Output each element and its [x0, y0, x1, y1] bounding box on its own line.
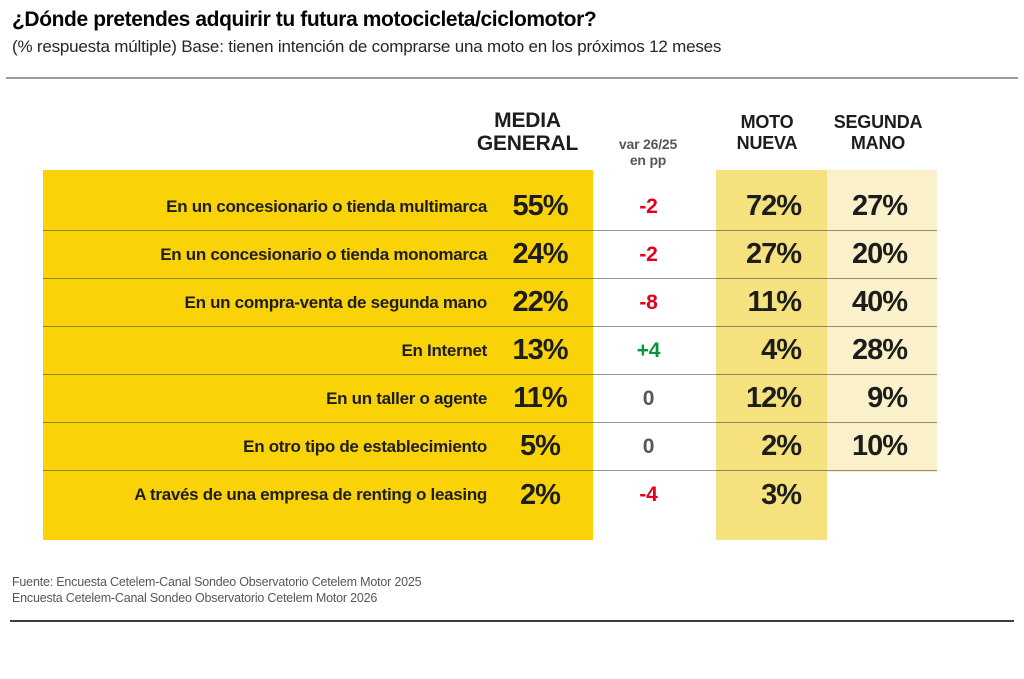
- column-header-line: MOTO: [740, 112, 794, 132]
- source-line: Fuente: Encuesta Cetelem-Canal Sondeo Ob…: [12, 575, 422, 589]
- table-row: En Internet 13% +4 4% 28%: [43, 327, 937, 375]
- row-label: En Internet: [401, 340, 488, 360]
- moto-nueva-value: 12%: [745, 382, 802, 414]
- column-header-line: var 26/25: [618, 136, 678, 152]
- table-row: En otro tipo de establecimiento 5% 0 2% …: [43, 423, 937, 471]
- moto-nueva-value: 3%: [761, 478, 802, 511]
- segunda-mano-value: 28%: [851, 334, 908, 366]
- var-value: +4: [636, 338, 661, 362]
- row-label: En un concesionario o tienda monomarca: [160, 244, 487, 264]
- var-value: 0: [642, 434, 655, 458]
- bottom-divider: [10, 620, 1014, 622]
- page-subtitle: (% respuesta múltiple) Base: tienen inte…: [12, 37, 722, 56]
- segunda-mano-column-background: [827, 170, 937, 472]
- column-header-line: SEGUNDA: [833, 112, 923, 132]
- table-row: En un compra-venta de segunda mano 22% -…: [43, 279, 937, 327]
- media-general-value: 13%: [512, 334, 568, 366]
- column-header-media-general: MEDIA GENERAL: [445, 109, 610, 155]
- var-value: -2: [639, 242, 658, 266]
- var-value: -4: [639, 483, 658, 506]
- column-header-line: en pp: [629, 152, 667, 168]
- segunda-mano-value: 10%: [851, 430, 908, 462]
- data-table: En un concesionario o tienda multimarca …: [43, 183, 937, 519]
- column-header-line: MEDIA: [494, 109, 561, 132]
- row-label: En un taller o agente: [326, 388, 487, 408]
- row-label: En un concesionario o tienda multimarca: [166, 196, 487, 216]
- var-value: -2: [639, 194, 658, 218]
- var-value: 0: [642, 386, 655, 410]
- media-general-column-background: [43, 170, 593, 540]
- media-general-value: 24%: [512, 238, 568, 270]
- column-header-line: MANO: [850, 133, 906, 153]
- moto-nueva-value: 11%: [747, 286, 802, 318]
- media-general-value: 11%: [513, 382, 567, 414]
- page-title: ¿Dónde pretendes adquirir tu futura moto…: [12, 8, 597, 31]
- row-label: En otro tipo de establecimiento: [243, 436, 487, 456]
- column-header-segunda-mano: SEGUNDA MANO: [817, 112, 939, 154]
- moto-nueva-value: 4%: [761, 334, 802, 366]
- segunda-mano-value: 40%: [851, 286, 908, 318]
- row-label: En un compra-venta de segunda mano: [184, 292, 488, 312]
- column-header-line: NUEVA: [736, 133, 798, 153]
- var-value: -8: [639, 290, 658, 314]
- row-label: A través de una empresa de renting o lea…: [134, 485, 487, 504]
- column-header-var: var 26/25 en pp: [596, 136, 700, 168]
- segunda-mano-value: 27%: [851, 190, 908, 222]
- top-divider: [6, 77, 1018, 79]
- source-line: Encuesta Cetelem-Canal Sondeo Observator…: [12, 591, 378, 605]
- media-general-value: 2%: [520, 478, 561, 511]
- moto-nueva-value: 2%: [761, 430, 802, 462]
- table-row: En un taller o agente 11% 0 12% 9%: [43, 375, 937, 423]
- moto-nueva-value: 72%: [745, 190, 802, 222]
- table-row: A través de una empresa de renting o lea…: [43, 471, 937, 519]
- column-header-line: GENERAL: [476, 132, 579, 155]
- table-row: En un concesionario o tienda monomarca 2…: [43, 231, 937, 279]
- media-general-value: 5%: [520, 430, 561, 462]
- table-row: En un concesionario o tienda multimarca …: [43, 183, 937, 231]
- segunda-mano-value: 9%: [867, 382, 908, 414]
- source-note: Fuente: Encuesta Cetelem-Canal Sondeo Ob…: [12, 574, 422, 606]
- segunda-mano-value: 20%: [851, 238, 908, 270]
- media-general-value: 22%: [512, 286, 568, 318]
- media-general-value: 55%: [512, 190, 568, 222]
- moto-nueva-column-background: [716, 170, 827, 540]
- column-header-moto-nueva: MOTO NUEVA: [707, 112, 827, 154]
- moto-nueva-value: 27%: [745, 238, 802, 270]
